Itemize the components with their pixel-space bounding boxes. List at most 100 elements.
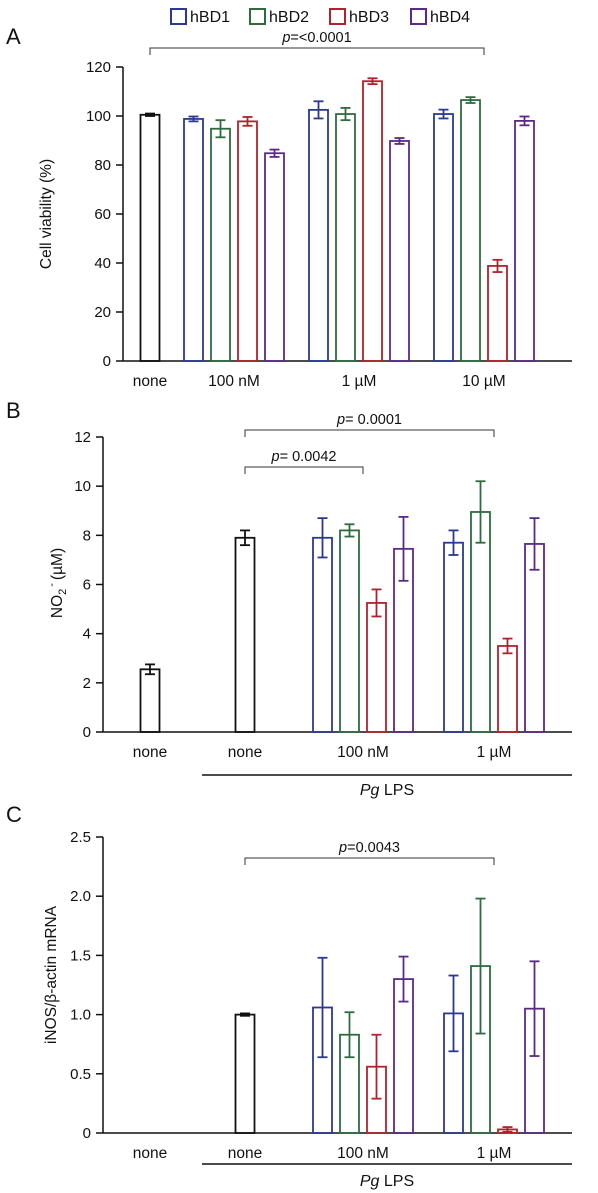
- x-category-label-c: 100 nM: [337, 1145, 389, 1162]
- legend-label-hbd3: hBD3: [349, 9, 389, 26]
- bar-hbd3-a: [237, 120, 258, 362]
- bar-hbd3-b: [366, 602, 387, 733]
- bar-hbd2-b: [339, 529, 360, 733]
- p-symbol: p: [338, 840, 347, 856]
- lps-text: LPS: [379, 1173, 414, 1190]
- bar-hbd4-b: [524, 543, 545, 733]
- p-value: = 0.0001: [345, 412, 402, 428]
- y-tick-label-c: 2.0: [70, 888, 91, 905]
- y-tick-label-a: 100: [86, 108, 111, 125]
- y-tick-label-c: 1.5: [70, 947, 91, 964]
- x-category-label-a: 10 µM: [462, 373, 505, 390]
- group-label-b: Pg LPS: [360, 782, 414, 799]
- y-tick-label-a: 40: [94, 255, 111, 272]
- bar-hbd3-a: [362, 80, 383, 362]
- legend-swatch-hbd1: [170, 8, 187, 25]
- p-value-label-b: p= 0.0042: [271, 449, 337, 465]
- p-symbol: p: [281, 30, 290, 46]
- y-tick-label-c: 0.5: [70, 1066, 91, 1083]
- y-tick-label-a: 60: [94, 206, 111, 223]
- y-tick-label-b: 8: [83, 527, 91, 544]
- x-category-label-b: none: [133, 744, 167, 761]
- bar-hbd2-a: [210, 127, 231, 362]
- legend-swatch-hbd4: [410, 8, 427, 25]
- y-tick-label-a: 120: [86, 59, 111, 76]
- x-category-label-b: 100 nM: [337, 744, 389, 761]
- legend-swatch-hbd3: [329, 8, 346, 25]
- x-category-label-a: 100 nM: [208, 373, 260, 390]
- bar-hbd2-a: [460, 99, 481, 362]
- p-value: =0.0043: [347, 840, 400, 856]
- y-tick-label-b: 6: [83, 577, 91, 594]
- bar-hbd1-b: [443, 541, 464, 733]
- legend-item-hbd3: hBD3: [329, 8, 389, 26]
- x-category-label-a: none: [133, 373, 167, 390]
- significance-bracket-b: [244, 466, 364, 474]
- y-tick-label-a: 80: [94, 157, 111, 174]
- x-category-label-c: none: [133, 1145, 167, 1162]
- bar-hbd1-a: [183, 118, 204, 362]
- p-symbol: p: [336, 412, 345, 428]
- panel-letter-c: C: [6, 802, 22, 827]
- legend-label-hbd2: hBD2: [269, 9, 309, 26]
- legend-label-hbd1: hBD1: [190, 9, 230, 26]
- pg-text: Pg: [360, 1173, 380, 1190]
- bar-control-a: [139, 113, 161, 362]
- y-tick-label-b: 0: [83, 724, 91, 741]
- panel-c: C iNOS/β-actin mRNA 0 0.5 1.0 1.5 2.0 2.5 none…: [6, 802, 572, 1190]
- p-value-label-a: p=<0.0001: [281, 30, 351, 46]
- bar-hbd2-b: [470, 511, 491, 733]
- y-tick-label-c: 0: [83, 1125, 91, 1142]
- panel-letter-b: B: [6, 398, 21, 423]
- legend-label-hbd4: hBD4: [430, 9, 470, 26]
- plot-area-a: 0 20 40 60 80 100 120 none 100 nM 1 µM 10 µM p=<0.0…: [86, 30, 572, 390]
- p-value-label-b: p= 0.0001: [336, 412, 402, 428]
- significance-bracket-a: [149, 47, 485, 55]
- p-value: = 0.0042: [280, 449, 337, 465]
- legend-item-hbd2: hBD2: [249, 8, 309, 26]
- y-tick-label-b: 12: [74, 429, 91, 446]
- panel-letter-a: A: [6, 24, 21, 49]
- y-axis-label-b: NO2 - (µM): [46, 548, 69, 618]
- p-symbol: p: [271, 449, 280, 465]
- bar-hbd1-a: [308, 108, 329, 362]
- x-category-label-b: none: [228, 744, 262, 761]
- bar-hbd3-b: [497, 645, 518, 733]
- y-axis-label-c: iNOS/β-actin mRNA: [43, 905, 60, 1044]
- pg-text: Pg: [360, 782, 380, 799]
- y-tick-label-b: 4: [83, 626, 91, 643]
- x-category-label-a: 1 µM: [342, 373, 377, 390]
- x-category-label-b: 1 µM: [477, 744, 512, 761]
- legend: hBD1 hBD2 hBD3 hBD4: [170, 8, 470, 26]
- x-category-label-c: none: [228, 1145, 262, 1162]
- y-tick-label-c: 1.0: [70, 1007, 91, 1024]
- x-category-label-c: 1 µM: [477, 1145, 512, 1162]
- group-label-c: Pg LPS: [360, 1173, 414, 1190]
- significance-bracket-c: [244, 857, 495, 865]
- legend-item-hbd4: hBD4: [410, 8, 470, 26]
- y-axis-label-b-sub: 2: [57, 589, 69, 595]
- bar-control-c: [234, 1013, 256, 1134]
- bar-control-b: [139, 668, 161, 733]
- legend-item-hbd1: hBD1: [170, 8, 230, 26]
- y-axis-label-b-unit: (µM): [49, 548, 66, 580]
- p-value-label-c: p=0.0043: [338, 840, 400, 856]
- y-tick-label-a: 0: [103, 353, 111, 370]
- y-axis-label-a: Cell viability (%): [38, 159, 55, 269]
- bar-hbd2-a: [335, 113, 356, 362]
- lps-text: LPS: [379, 782, 414, 799]
- y-tick-label-a: 20: [94, 304, 111, 321]
- bar-hbd4-a: [514, 120, 535, 362]
- bar-hbd1-b: [312, 536, 333, 733]
- bar-control-b: [234, 536, 256, 733]
- y-axis-label-b-main: NO: [49, 595, 66, 618]
- bar-hbd4-a: [264, 152, 285, 362]
- y-tick-label-b: 2: [83, 675, 91, 692]
- significance-bracket-b: [244, 429, 495, 437]
- bar-hbd4-a: [389, 140, 410, 362]
- y-tick-label-b: 10: [74, 478, 91, 495]
- p-value: =<0.0001: [290, 30, 351, 46]
